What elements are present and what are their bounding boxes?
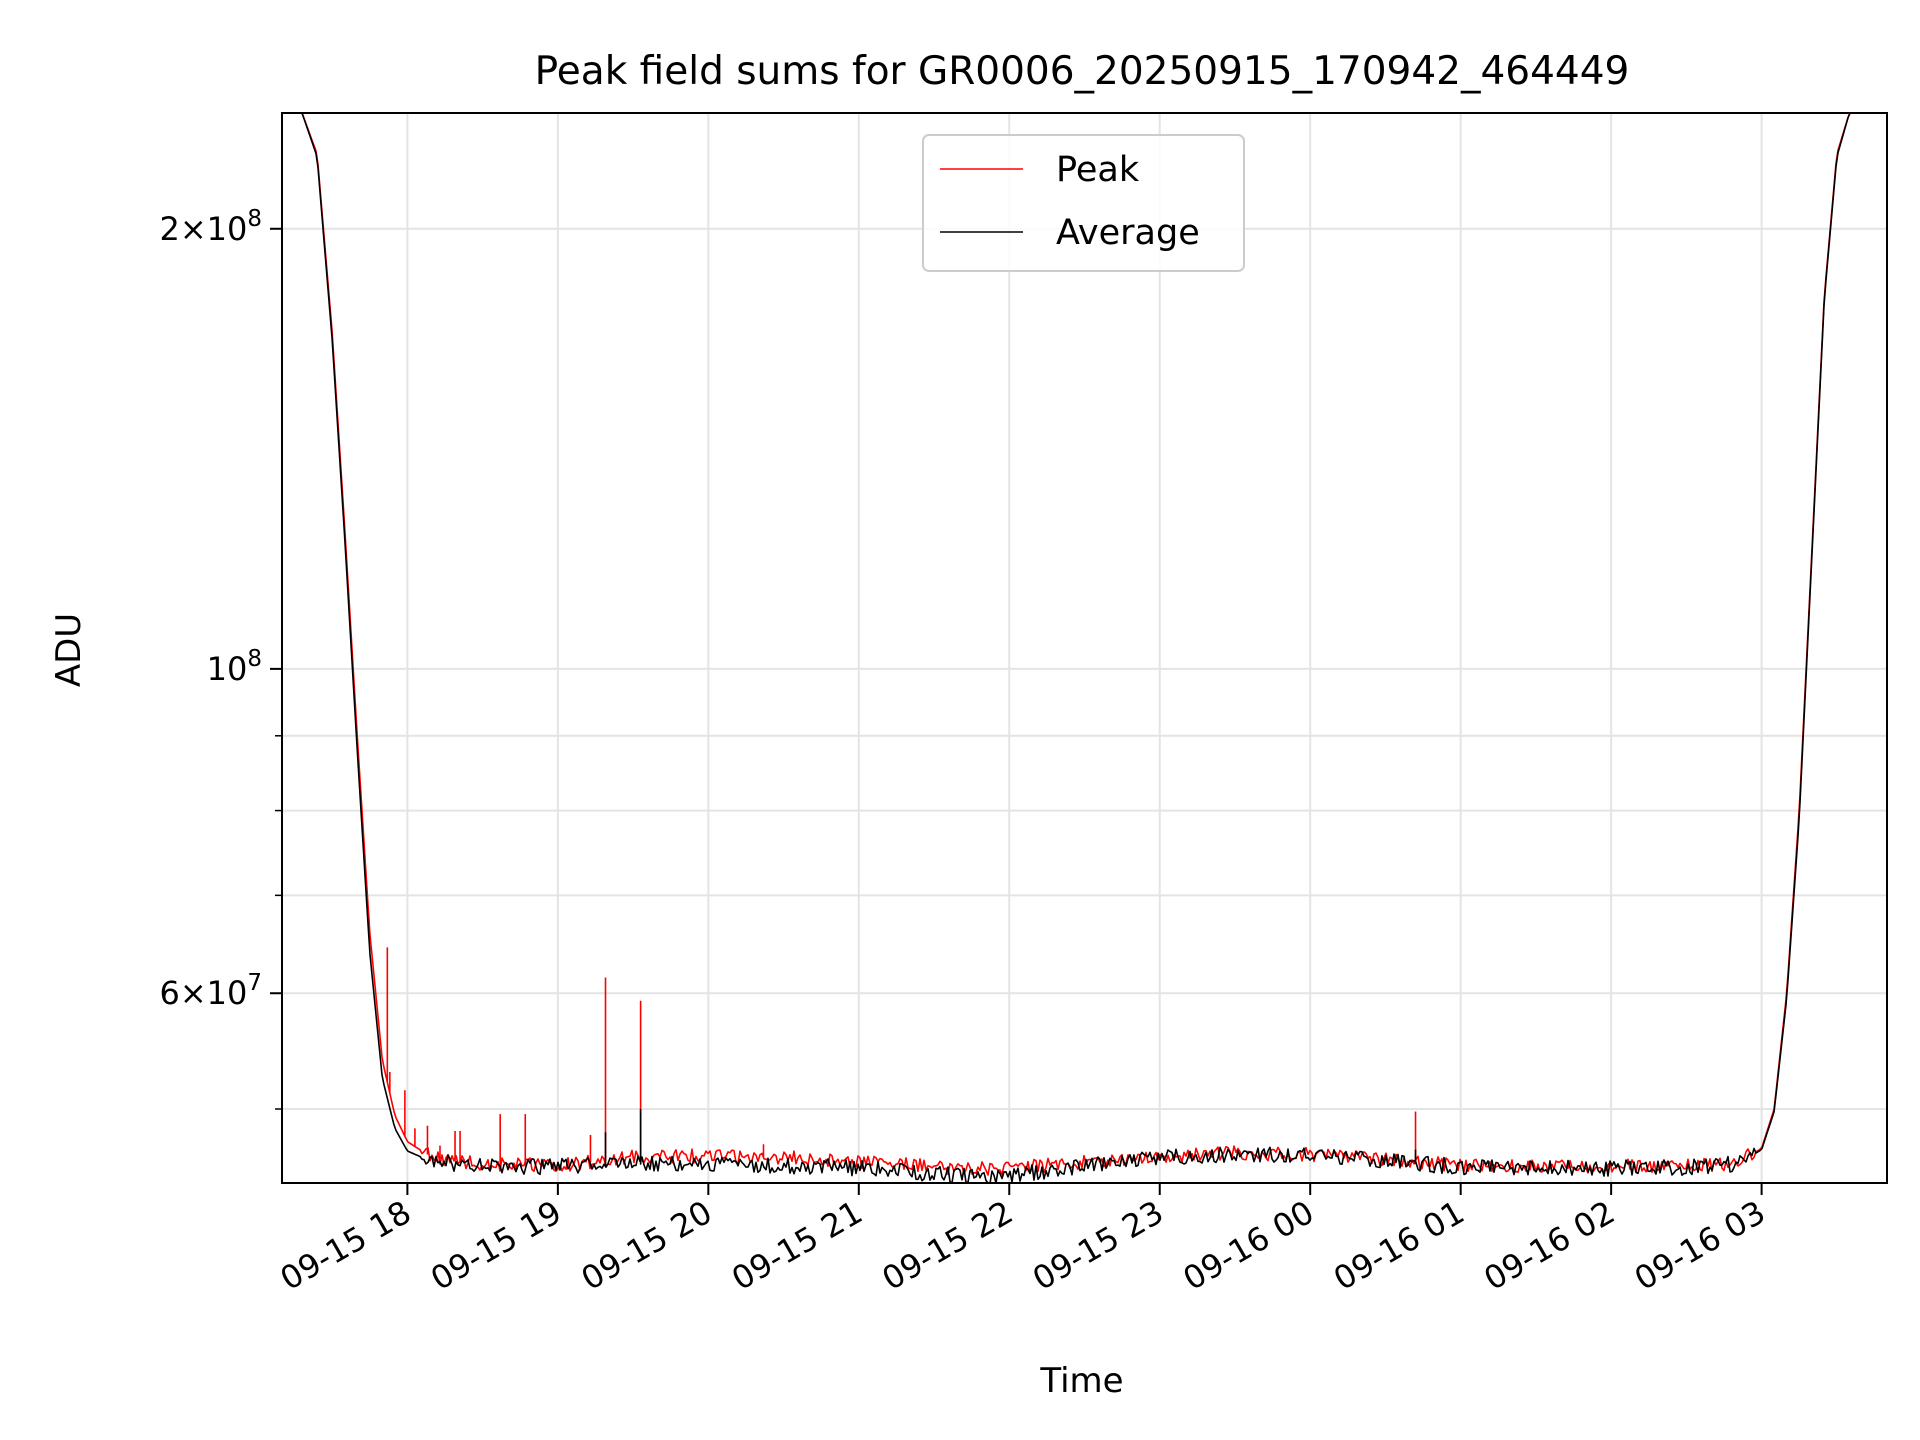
y-tick-label-exponent: 8 [247, 206, 262, 232]
legend-label: Average [1056, 213, 1200, 253]
axes-frame [281, 112, 1888, 1184]
x-tick-label: 09-15 18 [274, 1193, 418, 1298]
x-tick-label: 09-15 23 [1026, 1193, 1170, 1298]
y-tick-label: 2×108 [159, 206, 262, 248]
y-tick-label-base: 2×10 [159, 210, 247, 248]
y-axis-label: ADU [49, 613, 89, 687]
legend-label: Peak [1056, 150, 1140, 190]
x-tick-label: 09-16 01 [1327, 1193, 1471, 1298]
series-average [282, 113, 1886, 1183]
y-tick-label-base: 6×10 [159, 974, 247, 1012]
y-tick-label-exponent: 7 [247, 970, 262, 996]
x-tick-label: 09-16 00 [1177, 1193, 1321, 1298]
plot-area [282, 113, 1886, 1183]
chart-title: Peak field sums for GR0006_20250915_1709… [535, 49, 1630, 94]
x-tick-label: 09-16 02 [1478, 1193, 1622, 1298]
x-tick-label: 09-15 22 [876, 1193, 1020, 1298]
y-tick-label-exponent: 8 [247, 646, 262, 672]
x-tick-label: 09-16 03 [1628, 1193, 1772, 1298]
grid [282, 113, 1887, 1183]
x-tick-label: 09-15 19 [424, 1193, 568, 1298]
y-tick-label: 6×107 [159, 970, 262, 1012]
x-tick-label: 09-15 20 [575, 1193, 719, 1298]
y-tick-label-base: 10 [207, 650, 248, 688]
series-peak [282, 113, 1886, 1176]
legend: Peak Average [922, 134, 1245, 272]
series-line [282, 113, 1886, 1183]
series-line [282, 113, 1886, 1176]
x-tick-label: 09-15 21 [725, 1193, 869, 1298]
x-axis-label: Time [1039, 1361, 1123, 1401]
x-axis: 09-15 18 09-15 19 09-15 20 09-15 21 09-15 22… [274, 1183, 1772, 1298]
y-tick-label: 108 [207, 646, 262, 688]
